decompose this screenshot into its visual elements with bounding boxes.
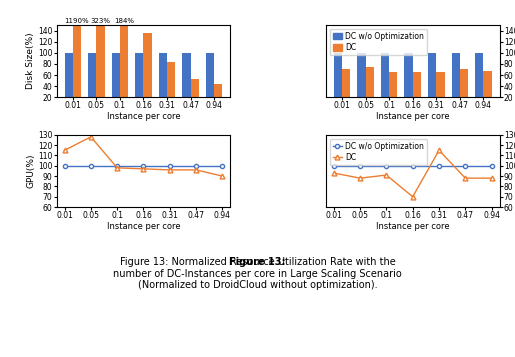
Bar [381,53,389,109]
Bar [182,53,191,109]
Y-axis label: GPU(%): GPU(%) [26,154,35,188]
Text: 184%: 184% [114,19,134,24]
Legend: DC w/o Optimization, DC: DC w/o Optimization, DC [330,29,427,55]
Bar [214,84,222,109]
Bar [366,67,374,109]
Bar [436,72,444,109]
Y-axis label: Disk Size(%): Disk Size(%) [26,33,35,89]
X-axis label: Instance per core: Instance per core [107,222,180,231]
Text: 1190%: 1190% [64,19,89,24]
Bar [191,80,199,109]
X-axis label: Instance per core: Instance per core [376,222,450,231]
X-axis label: Instance per core: Instance per core [376,112,450,121]
Bar [357,53,366,109]
Text: Figure 13:: Figure 13: [229,257,286,267]
Bar [88,53,96,109]
Text: Figure 13: Normalized Resource Utilization Rate with the
number of DC-Instances : Figure 13: Normalized Resource Utilizati… [113,257,402,290]
Bar [144,33,152,109]
Bar [404,53,413,109]
Text: 323%: 323% [91,19,111,24]
Bar [342,70,350,109]
Bar [206,53,214,109]
Legend: DC w/o Optimization, DC: DC w/o Optimization, DC [330,139,427,165]
Bar [96,25,105,109]
Bar [428,53,436,109]
Bar [334,53,342,109]
Bar [159,53,167,109]
Bar [475,53,484,109]
Bar [167,62,175,109]
Bar [135,53,144,109]
Bar [64,53,73,109]
Bar [389,72,398,109]
Bar [73,25,81,109]
Bar [413,72,421,109]
Bar [120,25,128,109]
Bar [484,71,492,109]
Bar [452,53,460,109]
Bar [112,53,120,109]
X-axis label: Instance per core: Instance per core [107,112,180,121]
Bar [460,70,468,109]
